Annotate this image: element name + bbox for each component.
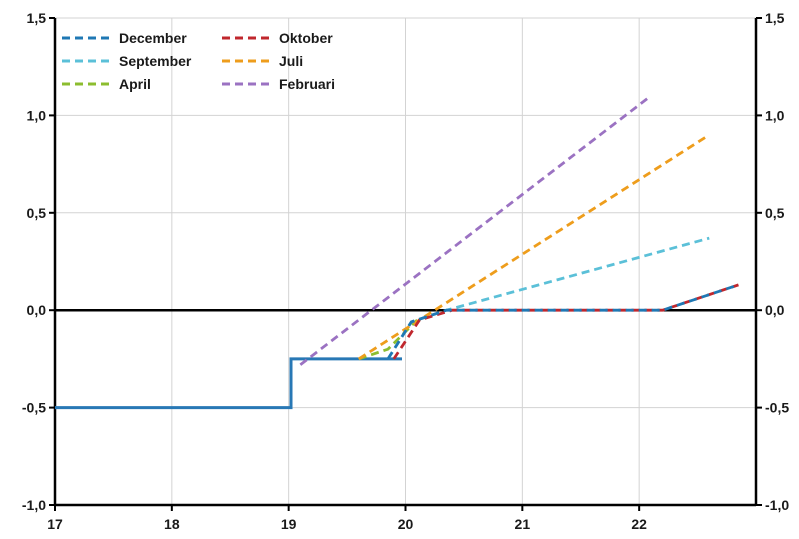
series-line-december [386,283,739,360]
series-lines [55,94,739,410]
y-tick-label-left: 0,5 [27,205,47,221]
y-tick-label-right: -0,5 [765,400,789,416]
y-tick-label-right: 1,5 [765,10,785,26]
series-line-juli [358,133,711,361]
series-line-september [386,236,710,360]
policy-rate-line [55,357,402,410]
y-tick-label-left: -0,5 [22,400,46,416]
series-line-oktober [392,283,739,360]
x-tick-label: 19 [281,516,297,532]
y-tick-label-left: 1,0 [27,107,47,123]
y-tick-labels-left: -1,0 -0,5 0,0 0,5 1,0 1,5 [22,10,46,513]
legend-label-februari: Februari [279,76,335,92]
series-line-april [358,318,419,361]
y-tick-label-right: -1,0 [765,497,789,513]
grid-lines [55,17,756,506]
series-line-februari [299,94,652,366]
y-tick-label-right: 1,0 [765,107,785,123]
legend: December Oktober September Juli April Februar… [62,30,335,92]
x-tick-label: 18 [164,516,180,532]
x-tick-label: 21 [515,516,531,532]
y-tick-labels-right: -1,0 -0,5 0,0 0,5 1,0 1,5 [765,10,789,513]
y-tick-label-right: 0,5 [765,205,785,221]
x-tick-label: 17 [47,516,63,532]
legend-label-december: December [119,30,187,46]
x-tick-labels: 17 18 19 20 21 22 [47,516,647,532]
y-tick-label-left: -1,0 [22,497,46,513]
axes [49,17,762,511]
legend-label-september: September [119,53,192,69]
x-tick-label: 20 [398,516,414,532]
x-tick-label: 22 [631,516,647,532]
y-tick-label-right: 0,0 [765,302,785,318]
y-tick-label-left: 0,0 [27,302,47,318]
legend-label-oktober: Oktober [279,30,333,46]
legend-label-april: April [119,76,151,92]
legend-label-juli: Juli [279,53,303,69]
y-tick-label-left: 1,5 [27,10,47,26]
